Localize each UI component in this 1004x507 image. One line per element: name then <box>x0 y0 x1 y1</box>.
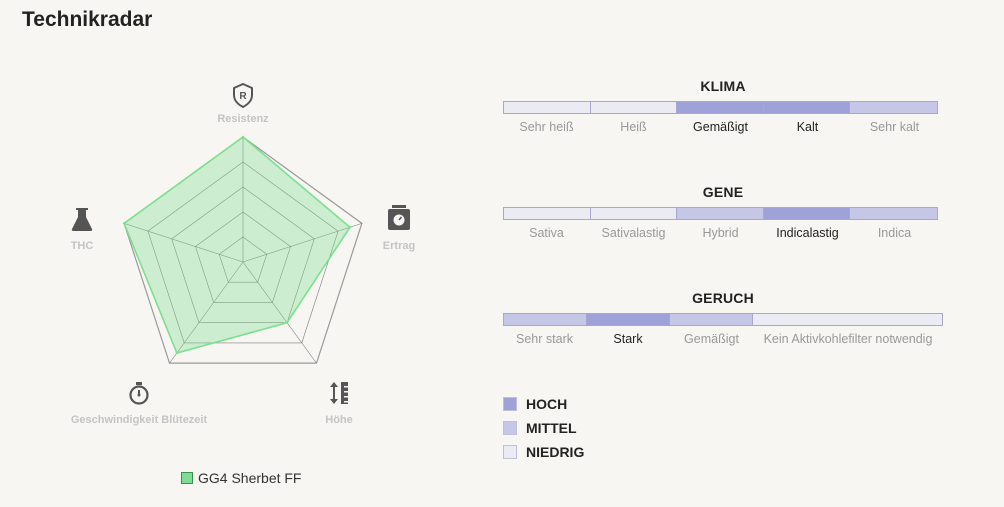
scale-segment-high <box>586 314 671 325</box>
scale-segment-label: Indica <box>877 226 912 240</box>
scale-segment-low <box>590 102 678 113</box>
scale-segment-label: Gemäßigt <box>693 120 748 134</box>
key-row-high: HOCH <box>503 392 584 416</box>
grid-spoke <box>242 223 362 263</box>
chart-legend[interactable]: GG4 Sherbet FF <box>181 470 301 486</box>
radar-chart: R Resistenz Ertrag Höhe Geschwindigkeit Blüt… <box>71 83 415 426</box>
grid-spoke <box>169 261 244 364</box>
key-swatch-medium <box>503 421 517 435</box>
scale-icon <box>388 205 410 230</box>
axis-label: Höhe <box>325 414 353 426</box>
scale-segment-label: Gemäßigt <box>684 332 739 346</box>
scale-segment-label: Sativalastig <box>601 226 666 240</box>
radar-series <box>122 135 352 355</box>
scale-gene: GENE Sativa Sativalastig Hybrid Indicalasti… <box>503 184 943 240</box>
key-swatch-high <box>503 397 517 411</box>
scale-klima: KLIMA Sehr heiß Heiß Gemäßigt Kalt Sehr kalt <box>503 78 943 134</box>
grid-ring <box>171 186 315 323</box>
axis-label: THC <box>71 240 94 252</box>
key-label: NIEDRIG <box>526 444 585 460</box>
key-label: HOCH <box>526 396 568 412</box>
scale-segment-high <box>763 208 851 219</box>
scale-segment-medium <box>850 208 937 219</box>
key-label: MITTEL <box>526 420 577 436</box>
shield-r-icon: R <box>233 83 253 108</box>
grid-ring <box>218 236 268 283</box>
scale-segment-high <box>677 102 764 113</box>
scale-segment-low <box>590 208 678 219</box>
scale-title: GERUCH <box>692 290 754 306</box>
legend-label: GG4 Sherbet FF <box>198 470 302 486</box>
scale-segment-label: Sehr stark <box>516 332 573 346</box>
axis-label: Ertrag <box>383 240 415 252</box>
scale-segment-medium <box>670 314 753 325</box>
scale-segment-label: Indicalastig <box>776 226 839 240</box>
scale-segment-medium <box>677 208 764 219</box>
svg-text:R: R <box>239 91 247 102</box>
scale-segment-label: Heiß <box>620 120 647 134</box>
scale-segment-label: Stark <box>613 332 643 346</box>
scale-title: GENE <box>702 184 744 200</box>
scale-segment-label: Hybrid <box>702 226 739 240</box>
scale-geruch: GERUCH Sehr stark Stark Gemäßigt Kein Aktiv… <box>503 290 943 346</box>
series-point <box>122 222 126 225</box>
scale-bar <box>503 101 938 114</box>
grid-spoke <box>124 223 244 263</box>
ruler-icon <box>330 382 348 404</box>
scale-labels: Sehr stark Stark Gemäßigt Kein Aktivkohlefi… <box>503 332 943 346</box>
scale-segment-low <box>752 314 942 325</box>
series-point <box>348 226 352 229</box>
scale-segment-medium <box>504 314 587 325</box>
grid-spoke <box>242 261 317 364</box>
radar-labels: R Resistenz Ertrag Höhe Geschwindigkeit Blüt… <box>71 83 415 426</box>
grid-ring <box>147 161 339 344</box>
axis-label: Geschwindigkeit Blütezeit <box>71 414 208 426</box>
scale-segment-label: Kein Aktivkohlefilter notwendig <box>763 332 933 346</box>
scale-bar <box>503 313 943 326</box>
scale-segment-medium <box>850 102 937 113</box>
scale-segment-low <box>504 208 591 219</box>
key-row-low: NIEDRIG <box>503 440 584 464</box>
scale-title: KLIMA <box>700 78 746 94</box>
series-point <box>241 135 245 139</box>
grid-ring <box>195 211 291 303</box>
series-polygon <box>123 135 352 354</box>
scale-labels: Sehr heiß Heiß Gemäßigt Kalt Sehr kalt <box>503 120 943 134</box>
scale-segment-high <box>763 102 851 113</box>
series-point <box>285 321 289 324</box>
series-point <box>175 351 179 355</box>
legend-swatch <box>181 472 193 484</box>
level-key: HOCH MITTEL NIEDRIG <box>503 392 584 464</box>
scale-segment-label: Sativa <box>529 226 564 240</box>
axis-label: Resistenz <box>217 113 269 125</box>
key-swatch-low <box>503 445 517 459</box>
scale-segment-low <box>504 102 591 113</box>
scale-segment-label: Sehr kalt <box>869 120 920 134</box>
page-title: Technikradar <box>22 8 153 31</box>
scale-segment-label: Kalt <box>796 120 819 134</box>
stopwatch-icon <box>129 382 149 405</box>
scale-bar <box>503 207 938 220</box>
key-row-medium: MITTEL <box>503 416 584 440</box>
flask-icon <box>71 208 93 231</box>
scale-segment-label: Sehr heiß <box>519 120 574 134</box>
scale-labels: Sativa Sativalastig Hybrid Indicalastig Indi… <box>503 226 943 240</box>
